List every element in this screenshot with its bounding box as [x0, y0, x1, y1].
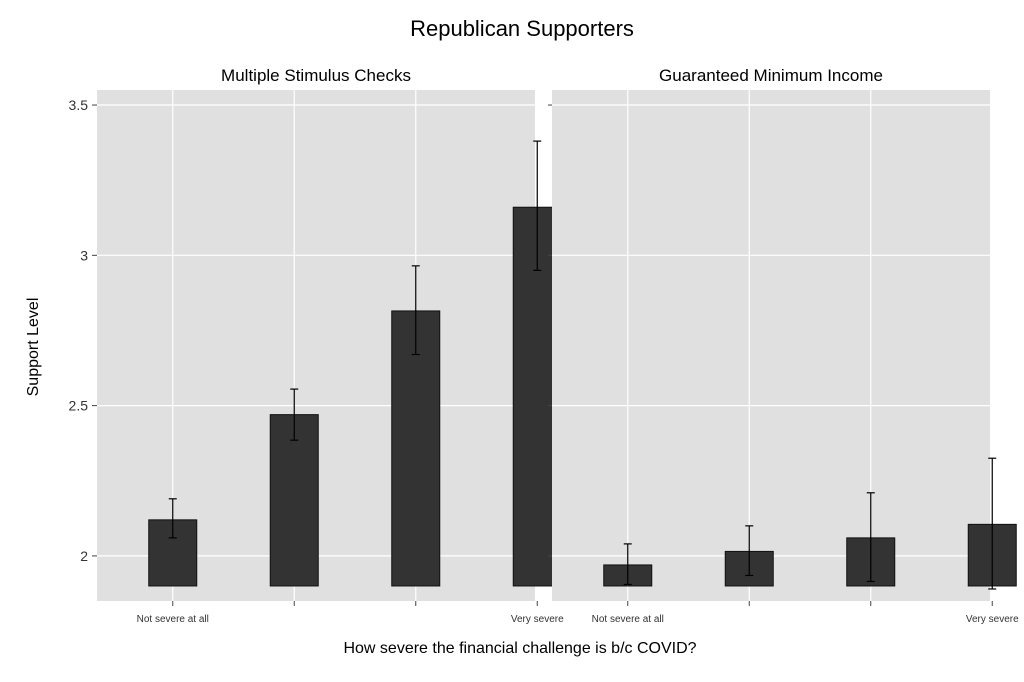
bar [269, 414, 319, 587]
y-tick-label: 3.5 [69, 97, 89, 113]
panel-title: Multiple Stimulus Checks [221, 66, 411, 85]
panel-2: Guaranteed Minimum Income Not severe at a… [548, 66, 1019, 625]
x-axis-label: How severe the financial challenge is b/… [343, 640, 696, 657]
panels: Multiple Stimulus Checks Not severe at al… [69, 66, 1020, 625]
y-axis-label: Support Level [25, 298, 42, 397]
x-tick-label: Very severe [966, 614, 1019, 625]
x-tick-label: Very severe [511, 614, 564, 625]
x-tick-label: Not severe at all [592, 614, 664, 625]
x-tick-label: Not severe at all [137, 614, 209, 625]
panel-background [552, 90, 990, 601]
y-tick-label: 2.5 [69, 398, 89, 414]
panel-title: Guaranteed Minimum Income [659, 66, 883, 85]
y-tick-label: 2 [80, 548, 88, 564]
bar [391, 310, 441, 587]
y-tick-label: 3 [80, 247, 88, 263]
chart-title: Republican Supporters [410, 16, 634, 41]
panel-1: Multiple Stimulus Checks Not severe at al… [69, 66, 565, 625]
